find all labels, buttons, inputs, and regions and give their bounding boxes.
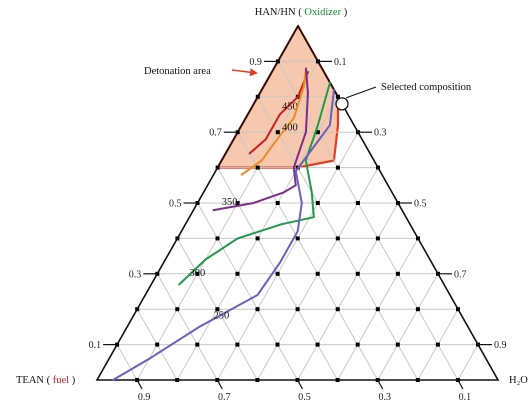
right-axis-tick-label: 0.3 [374, 128, 387, 139]
grid-node-marker [255, 236, 260, 241]
bottom-axis-tick-label: 0.9 [138, 392, 151, 402]
grid-line-right-7 [377, 273, 439, 381]
grid-node-marker [435, 342, 440, 347]
grid-line-left-7 [156, 273, 218, 381]
grid-node-marker [215, 307, 220, 312]
grid-node-marker [355, 201, 360, 205]
grid-line-left-1 [277, 61, 459, 381]
left-vertex-open-paren: ( [44, 375, 53, 386]
grid-node-marker [335, 307, 340, 312]
isotherm-line-400 [240, 67, 307, 176]
bottom-axis-tick-label: 0.3 [378, 392, 391, 402]
selected-composition-marker [335, 97, 349, 111]
bottom-axis-tick [457, 379, 464, 390]
top-vertex-label: HAN/HN ( Oxidizer ) [255, 7, 348, 18]
grid-node-marker [155, 342, 160, 347]
grid-line-left-9 [116, 344, 138, 381]
grid-node-marker [315, 201, 320, 205]
left-axis-tick-label: 0.7 [209, 128, 222, 139]
bottom-axis-tick-label: 0.7 [218, 392, 231, 402]
isotherm-line-450 [248, 71, 309, 155]
grid-line-right-9 [457, 344, 479, 381]
isotherm-line-300 [178, 81, 331, 286]
isotherm-line-350 [212, 67, 309, 212]
bottom-axis-tick [136, 379, 143, 390]
isotherm-label-450: 450 [282, 101, 298, 112]
isotherm-label-400: 400 [282, 123, 298, 134]
selected-composition-leader [345, 86, 377, 99]
grid-node-marker [395, 342, 400, 347]
grid-node-marker [315, 342, 320, 347]
grid-line-left-3 [237, 131, 379, 381]
right-axis-tick-label: 0.7 [454, 269, 467, 280]
grid-node-marker [295, 236, 300, 241]
grid-node-marker [375, 236, 380, 241]
left-vertex-label: TEAN ( fuel ) [16, 375, 76, 386]
left-axis-tick-label: 0.1 [89, 340, 102, 351]
bottom-axis-tick-label: 0.1 [459, 392, 472, 402]
right-axis-tick-label: 0.5 [414, 199, 427, 210]
grid-node-marker [235, 201, 240, 205]
tick-layer: 0.9 0.7 0.5 0.3 0.1 0.1 0.3 0.5 0.7 0.9 0.9 0.7 0.5 0… [89, 57, 507, 402]
selected-composition-label: Selected composition [381, 82, 472, 93]
grid-node-marker [275, 271, 280, 276]
bottom-axis-tick [296, 379, 304, 390]
top-vertex-role: Oxidizer [304, 7, 341, 18]
right-axis-tick-label: 0.9 [494, 340, 507, 351]
bottom-axis-tick [377, 379, 384, 390]
grid-node-marker [255, 165, 260, 170]
top-vertex-open-paren: ( [296, 7, 305, 18]
grid-node-marker [235, 271, 240, 276]
grid-node-marker [235, 342, 240, 347]
bottom-axis-tick-label: 0.5 [298, 392, 311, 402]
isotherm-label-350: 350 [222, 197, 238, 208]
annotation-layer [231, 68, 377, 111]
grid-node-marker [175, 307, 180, 312]
grid-node-marker [415, 307, 420, 312]
grid-node-marker [315, 130, 320, 135]
grid-node-marker [195, 342, 200, 347]
left-axis-tick-label: 0.3 [129, 269, 142, 280]
right-vertex-label: H₂O [509, 375, 528, 386]
grid-node-marker [335, 236, 340, 241]
grid-node-marker [375, 307, 380, 312]
detonation-area-label: Detonation area [144, 66, 211, 77]
grid-line-right-3 [216, 131, 359, 381]
isotherm-line-250 [112, 88, 335, 381]
isotherm-label-300: 300 [190, 268, 206, 279]
left-axis-tick-label: 0.9 [249, 57, 262, 68]
right-axis-tick-label: 0.1 [334, 57, 347, 68]
grid-line-right-5 [297, 202, 399, 381]
grid-node-marker [275, 130, 280, 135]
top-vertex-close-paren: ) [341, 7, 348, 18]
isotherm-label-250: 250 [214, 310, 230, 321]
grid-line-left-5 [197, 202, 298, 381]
detonation-area-arrow [231, 68, 258, 77]
grid-node-marker [355, 342, 360, 347]
grid-node-marker [195, 271, 200, 276]
left-vertex-close-paren: ) [69, 375, 76, 386]
grid-node-marker [355, 271, 360, 276]
grid-node-marker [255, 307, 260, 312]
grid-node-marker [335, 165, 340, 170]
isotherm-layer: 450 400 350 300 250 [112, 67, 335, 381]
grid-node-marker [275, 342, 280, 347]
grid-node-marker [315, 271, 320, 276]
top-vertex-name: HAN/HN [255, 7, 296, 18]
grid-node-marker [275, 201, 280, 205]
grid-node-marker [215, 236, 220, 241]
grid-node-marker [295, 307, 300, 312]
grid-line-right-1 [136, 61, 319, 381]
left-vertex-name: TEAN [16, 375, 44, 386]
left-vertex-role: fuel [53, 375, 69, 386]
left-axis-tick-label: 0.5 [169, 199, 182, 210]
bottom-axis-tick [216, 379, 223, 390]
grid-node-marker [395, 271, 400, 276]
